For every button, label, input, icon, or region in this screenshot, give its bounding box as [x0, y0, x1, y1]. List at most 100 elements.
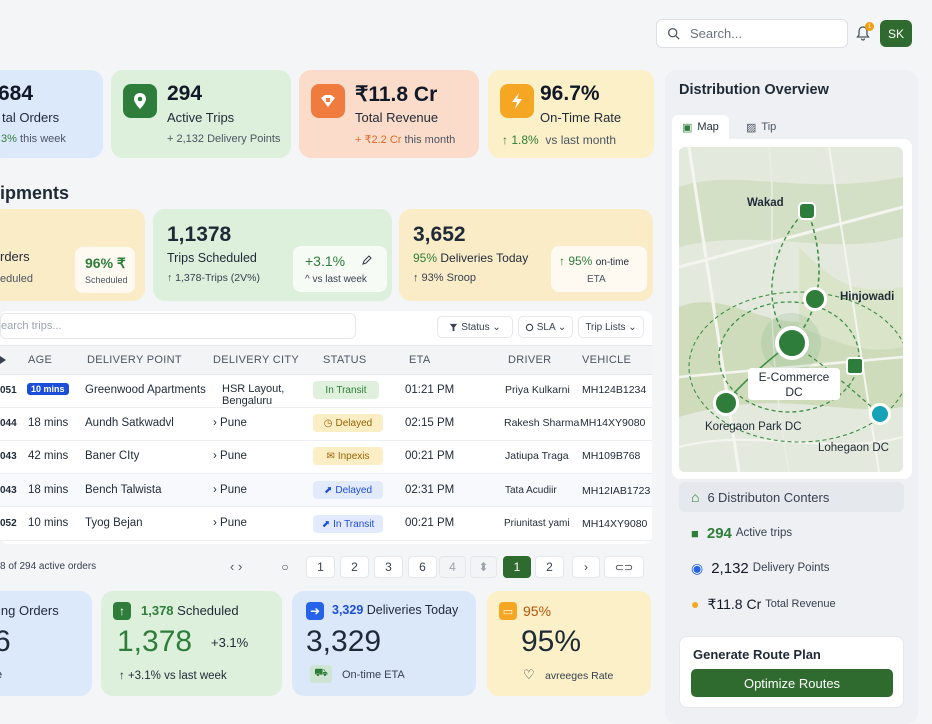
filter-label: Status ⌄: [461, 321, 501, 333]
bottom-card-rate: ▭ 95% 95% ♡ avreeges Rate: [487, 591, 651, 696]
page-next-button[interactable]: ›: [572, 556, 600, 578]
ontime-value: ↑ 95%: [559, 254, 593, 268]
status-filter[interactable]: Status ⌄: [437, 316, 513, 338]
bottom-card-value: 3,329: [306, 625, 382, 658]
table-row[interactable]: [0, 441, 652, 474]
heart-icon: ♡: [523, 667, 535, 682]
kpi-card-revenue: ₹11.8 Cr Total Revenue + ₹2.2 Cr this mo…: [299, 70, 479, 158]
scheduled-label: Scheduled: [85, 275, 128, 285]
th-driver[interactable]: DRIVER: [508, 354, 552, 366]
delivery-city: › Pune: [213, 484, 247, 496]
stat-label: Distributon Conters: [718, 489, 830, 505]
mail-icon: ✉: [326, 450, 335, 462]
eta: 00:21 PM: [405, 517, 455, 529]
vehicle: MH109B768: [582, 450, 641, 462]
th-age[interactable]: AGE: [28, 354, 53, 366]
page-3[interactable]: 3: [374, 556, 403, 578]
scheduled-pct: 96% ₹: [85, 255, 126, 271]
hinjowadi-label: Hinjowadi: [840, 291, 895, 303]
dc-label-line2: DC: [785, 385, 803, 399]
delivery-point: Greenwood Apartments: [85, 384, 206, 396]
status-text: Delayed: [335, 484, 373, 496]
shipment-card-trips: 1,1378 Trips Scheduled ↑ 1,378-Trips (2V…: [153, 209, 392, 301]
kpi-sub: + ₹2.2 Cr this month: [355, 133, 455, 146]
stat-delivery-points: ◉ 2,132 Delivery Points: [679, 553, 904, 583]
sort-caret-icon[interactable]: [0, 356, 6, 364]
page-current[interactable]: 1: [503, 556, 531, 578]
warehouse-marker-icon[interactable]: [869, 403, 891, 425]
coin-icon: ●: [691, 596, 700, 612]
pin-icon: ◉: [691, 559, 704, 576]
delivery-city: › Pune: [213, 517, 247, 529]
page-view-toggle[interactable]: ⊂⊃: [604, 556, 644, 578]
trip-lists-filter[interactable]: Trip Lists ⌄: [578, 316, 644, 338]
stat-label: Active trips: [735, 527, 793, 539]
sla-filter[interactable]: SLA ⌄: [518, 316, 573, 338]
status-badge: ◷ Delayed: [313, 414, 383, 432]
table-row[interactable]: [0, 408, 652, 441]
panel-title: Distribution Overview: [679, 82, 829, 98]
kpi-delta: + 2,132: [167, 133, 205, 145]
warehouse-marker-icon[interactable]: [798, 202, 816, 220]
trip-search-input[interactable]: earch trips...: [0, 313, 356, 339]
stat-centers: ⌂ 6 Distributon Conters: [679, 482, 904, 512]
th-eta[interactable]: ETA: [409, 354, 431, 366]
table-row[interactable]: [0, 508, 652, 541]
page-2[interactable]: 2: [340, 556, 369, 578]
vehicle: MH124B1234: [582, 384, 647, 396]
page-arrows[interactable]: ‹ ›: [230, 559, 243, 574]
shipment-card-deliveries: 3,652 95% Deliveries Today ↑ 93% Sroop ↑…: [399, 209, 653, 301]
delivery-city: › Pune: [213, 417, 247, 429]
tab-label: Map: [697, 121, 719, 133]
th-vehicle[interactable]: VEHICLE: [582, 354, 632, 366]
kpi-card-orders: 684 tal Orders .3% this week: [0, 70, 103, 158]
card-pct: 95%: [413, 251, 438, 265]
arrow-up-icon: ↑: [113, 602, 131, 620]
delivery-city-line2: Bengaluru: [222, 395, 273, 407]
search-icon: [667, 27, 680, 40]
page-next-number[interactable]: 2: [535, 556, 564, 578]
edit-icon[interactable]: [361, 254, 373, 266]
table-row[interactable]: [0, 375, 652, 408]
tab-map[interactable]: ▣ Map: [672, 115, 729, 139]
clock-icon: ◷: [323, 417, 333, 429]
kpi-sub-text: this month: [404, 134, 456, 146]
avatar[interactable]: SK: [880, 20, 912, 47]
ontime-label: on-time: [595, 257, 630, 268]
th-delivery-city[interactable]: DELIVERY CITY: [213, 354, 300, 366]
main-dc-marker-icon[interactable]: [775, 326, 809, 360]
table-header: [0, 345, 652, 375]
lightning-icon: [500, 84, 534, 118]
th-delivery-point[interactable]: DELIVERY POINT: [87, 354, 182, 366]
bottom-card-sub: ↑ +3.1% vs last week: [119, 670, 227, 682]
status-badge: ⬈ In Transit: [313, 515, 383, 533]
kpi-sub-text: Delivery Points: [207, 133, 281, 145]
ecommerce-dc-label: E-Commerce DC: [748, 368, 840, 400]
distribution-map[interactable]: [679, 147, 903, 472]
vehicle: MH12IAB1723: [582, 485, 651, 497]
eta: 02:15 PM: [405, 417, 455, 429]
arrow-icon: ⬈: [323, 484, 333, 496]
page-ellipsis[interactable]: ⬍: [470, 556, 497, 578]
delivery-point: Bench Talwista: [85, 484, 162, 496]
map-pin-icon: [123, 84, 157, 118]
kpi-sub: ↑ 1.8% vs last month: [502, 133, 616, 147]
lohegaon-label: Lohegaon DC: [818, 442, 889, 454]
page-4[interactable]: 4: [439, 556, 466, 578]
page-6[interactable]: 6: [408, 556, 437, 578]
tab-tip[interactable]: ▨ Tip: [736, 115, 786, 139]
filter-label: Trip Lists ⌄: [585, 321, 637, 333]
search-box[interactable]: Search...: [656, 19, 848, 48]
warehouse-marker-icon[interactable]: [846, 357, 864, 375]
warehouse-marker-icon[interactable]: [713, 390, 739, 416]
kpi-value: 684: [0, 82, 34, 105]
rate-icon: ▭: [499, 602, 517, 620]
optimize-routes-button[interactable]: Optimize Routes: [691, 669, 893, 697]
card-value: 1,1378: [167, 223, 232, 246]
warehouse-marker-icon[interactable]: [803, 287, 827, 311]
filter-icon: [450, 323, 458, 331]
delivery-point: Aundh Satkwadvl: [85, 417, 174, 429]
page-1[interactable]: 1: [306, 556, 335, 578]
page-circle[interactable]: ○: [281, 560, 289, 574]
th-status[interactable]: STATUS: [323, 354, 367, 366]
